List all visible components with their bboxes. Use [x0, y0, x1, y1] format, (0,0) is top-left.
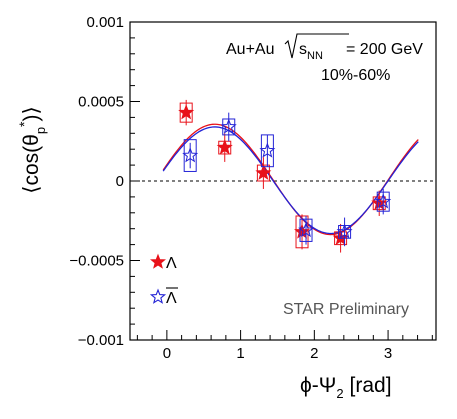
sqrt-symbol	[284, 33, 349, 59]
x-tick-label: 2	[310, 345, 318, 362]
x-tick-label: 0	[163, 345, 171, 362]
x-axis-title: ϕ-Ψ2 [rad]	[300, 374, 392, 401]
y-tick-label: −0.001	[78, 332, 124, 349]
centrality-label: 10%-60%	[321, 67, 390, 84]
antilambda-point	[182, 147, 199, 163]
antilambda-point	[375, 193, 392, 209]
fit-curve-antilambda	[162, 126, 419, 235]
data-points	[178, 99, 392, 253]
legend: Λ Λ	[149, 253, 178, 307]
legend-marker-antilambda	[149, 288, 167, 304]
legend-star-open	[149, 288, 167, 304]
y-tick-label: 0	[116, 173, 124, 190]
sqrt-s-label: sNN	[299, 41, 323, 62]
x-tick-label: 1	[236, 345, 244, 362]
preliminary-label: STAR Preliminary	[283, 301, 409, 318]
collision-label: Au+Au	[226, 41, 274, 58]
sys-error-box	[183, 139, 197, 172]
legend-marker-lambda	[150, 253, 166, 269]
fit-curves	[162, 123, 419, 236]
y-tick-label: −0.0005	[69, 253, 124, 270]
fit-curve-lambda	[162, 123, 419, 236]
legend-star-filled	[150, 253, 166, 269]
x-ticks: 0 1 2 3	[136, 330, 433, 362]
antilambda-point	[259, 142, 276, 158]
y-tick-label: 0.0005	[78, 94, 124, 111]
y-ticks: −0.001 −0.0005 0 0.0005 0.001	[69, 14, 140, 349]
antilambda-point	[220, 118, 237, 134]
antilambda-point	[336, 223, 353, 239]
y-tick-label: 0.001	[86, 14, 124, 31]
antilambda-point	[298, 221, 314, 238]
lambda-point	[255, 164, 272, 180]
energy-label: = 200 GeV	[346, 41, 423, 58]
x-tick-label: 3	[384, 345, 392, 362]
sqrt-snn-label: sNN	[284, 33, 349, 62]
legend-label-lambda: Λ	[166, 255, 177, 272]
lambda-point	[216, 139, 233, 155]
lambda-point	[178, 104, 195, 120]
legend-label-antilambda: Λ	[166, 290, 177, 307]
y-axis-title: ⟨cos(θp*)⟩	[16, 106, 48, 193]
